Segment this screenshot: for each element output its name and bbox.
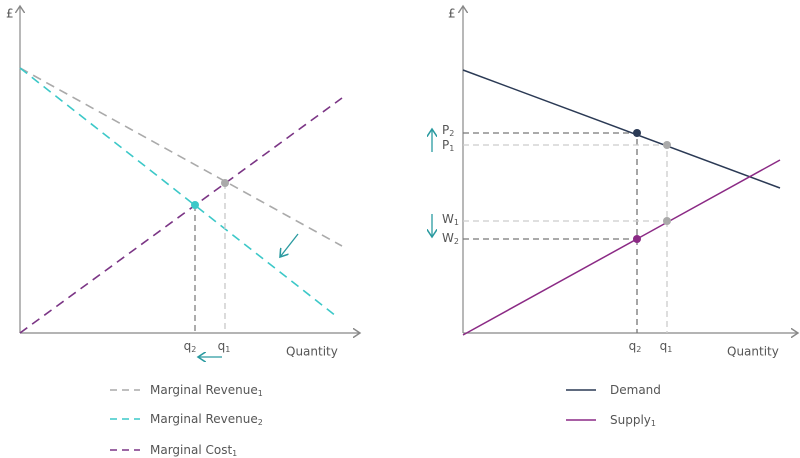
shift-arrow xyxy=(280,233,299,257)
q-sub: 2 xyxy=(191,345,196,354)
q-text: q xyxy=(629,339,637,353)
label-text: W xyxy=(442,212,454,226)
mr2-line xyxy=(19,67,337,317)
mr1-line xyxy=(19,67,343,247)
left-panel: £ Quantity q2 q1 Marginal Revenue1 Margi… xyxy=(6,6,360,458)
x-label: Quantity xyxy=(286,345,338,359)
guide xyxy=(463,132,638,333)
x-label: Quantity xyxy=(727,345,779,359)
label-text: P xyxy=(442,138,449,152)
point xyxy=(663,141,671,149)
supply-line xyxy=(462,159,781,336)
point xyxy=(191,201,199,209)
legend-label: Demand xyxy=(610,383,661,397)
point xyxy=(633,235,641,243)
q-label: q2 xyxy=(629,339,642,354)
legend-text: Demand xyxy=(610,383,661,397)
q-label: q2 xyxy=(184,339,197,354)
q-label: q1 xyxy=(218,339,231,354)
q-sub: 1 xyxy=(225,345,230,354)
legend-sub: 2 xyxy=(258,418,263,427)
wage-label: W2 xyxy=(442,231,459,246)
legend-text: Marginal Revenue xyxy=(150,412,258,426)
legend-label: Marginal Revenue1 xyxy=(150,383,263,398)
point xyxy=(663,217,671,225)
price-label: P1 xyxy=(442,138,454,153)
mc-line xyxy=(19,97,343,334)
wage-label: W1 xyxy=(442,212,459,227)
legend-sub: 1 xyxy=(651,419,656,428)
q-text: q xyxy=(218,339,226,353)
q-text: q xyxy=(184,339,192,353)
price-label: P2 xyxy=(442,123,454,138)
label-text: W xyxy=(442,231,454,245)
legend-text: Marginal Cost xyxy=(150,443,232,457)
legend-label: Supply1 xyxy=(610,413,656,428)
y-label: £ xyxy=(448,7,456,21)
y-label: £ xyxy=(6,7,14,21)
legend-label: Marginal Revenue2 xyxy=(150,412,263,427)
demand-line xyxy=(462,69,781,189)
label-sub: 1 xyxy=(454,218,459,227)
label-sub: 2 xyxy=(449,129,454,138)
right-panel: £ Quantity P2 P1 W1 W2 q2 q1 Demand Supp… xyxy=(432,6,798,428)
legend-sub: 1 xyxy=(232,449,237,458)
q-sub: 1 xyxy=(667,345,672,354)
legend-label: Marginal Cost1 xyxy=(150,443,237,458)
q-text: q xyxy=(660,339,668,353)
label-sub: 1 xyxy=(449,144,454,153)
point xyxy=(221,179,229,187)
legend-text: Marginal Revenue xyxy=(150,383,258,397)
q-label: q1 xyxy=(660,339,673,354)
q-sub: 2 xyxy=(636,345,641,354)
legend-text: Supply xyxy=(610,413,651,427)
label-text: P xyxy=(442,123,449,137)
legend-sub: 1 xyxy=(258,389,263,398)
label-sub: 2 xyxy=(454,237,459,246)
point xyxy=(633,129,641,137)
